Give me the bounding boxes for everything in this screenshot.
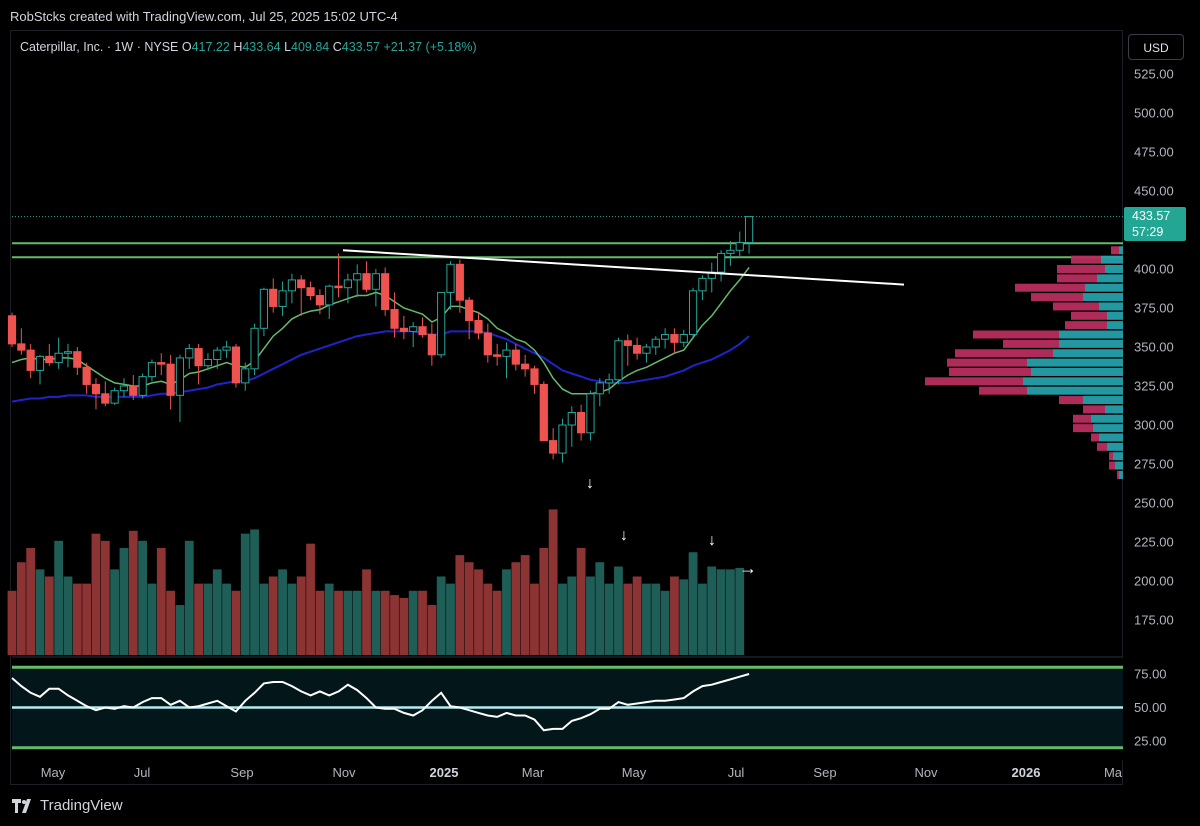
credit-text: RobStcks created with TradingView.com, J…	[10, 9, 398, 24]
bar-countdown: 57:29	[1132, 225, 1164, 239]
low-value: 409.84	[291, 40, 330, 54]
tradingview-logo[interactable]: TradingView	[12, 797, 123, 814]
price-tick-0: 525.00	[1134, 67, 1174, 82]
close-label: C	[332, 40, 342, 54]
high-value: 433.64	[242, 40, 281, 54]
price-tick-11: 250.00	[1134, 496, 1174, 511]
price-tick-3: 450.00	[1134, 184, 1174, 199]
symbol-name: Caterpillar, Inc. · 1W · NYSE	[20, 40, 179, 54]
tradingview-logo-icon	[12, 798, 31, 813]
open-value: 417.22	[191, 40, 230, 54]
rsi-tick-2: 25.00	[1134, 734, 1167, 749]
price-tick-13: 200.00	[1134, 574, 1174, 589]
price-tick-2: 475.00	[1134, 145, 1174, 160]
price-tick-7: 350.00	[1134, 340, 1174, 355]
last-price: 433.57	[1132, 209, 1171, 223]
change-value: +21.37 (+5.18%)	[383, 40, 477, 54]
price-tick-9: 300.00	[1134, 418, 1174, 433]
high-label: H	[233, 40, 243, 54]
price-tick-1: 500.00	[1134, 106, 1174, 121]
chart-frame[interactable]	[10, 30, 1123, 785]
price-tick-12: 225.00	[1134, 535, 1174, 550]
symbol-legend[interactable]: Caterpillar, Inc. · 1W · NYSE O417.22 H4…	[20, 40, 477, 54]
price-tick-8: 325.00	[1134, 379, 1174, 394]
price-axis: 525.00500.00475.00450.00425.00400.00375.…	[1124, 30, 1200, 785]
price-tick-10: 275.00	[1134, 457, 1174, 472]
open-label: O	[181, 40, 192, 54]
price-tick-6: 375.00	[1134, 301, 1174, 316]
close-value: 433.57	[341, 40, 380, 54]
currency-button[interactable]: USD	[1128, 34, 1184, 60]
tradingview-brand: TradingView	[40, 797, 123, 814]
price-tick-14: 175.00	[1134, 613, 1174, 628]
price-tick-5: 400.00	[1134, 262, 1174, 277]
top-bar: RobStcks created with TradingView.com, J…	[0, 0, 1200, 30]
price-axis-background	[1124, 30, 1200, 785]
rsi-tick-1: 50.00	[1134, 700, 1167, 715]
last-price-tag: 433.57 57:29	[1124, 207, 1186, 241]
footer	[0, 786, 1200, 826]
low-label: L	[284, 40, 292, 54]
rsi-tick-0: 75.00	[1134, 667, 1167, 682]
